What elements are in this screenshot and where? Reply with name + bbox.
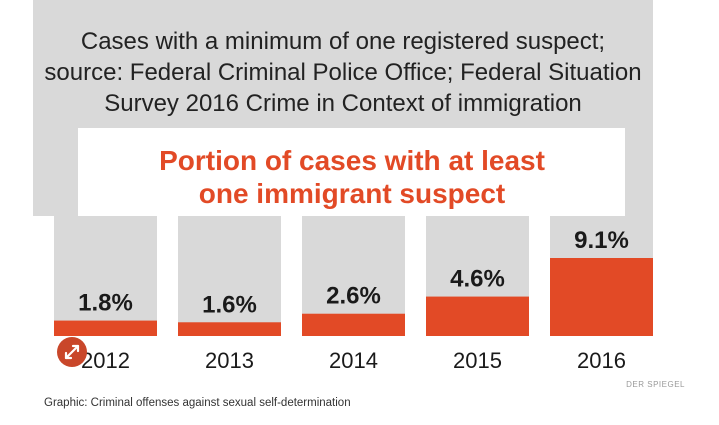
expand-arrows-icon[interactable]: [57, 337, 87, 367]
subtitle-line-3: Survey 2016 Crime in Context of immigrat…: [104, 90, 582, 117]
bar-2015: [426, 296, 529, 336]
bar-2016: [550, 258, 653, 336]
chart-title-line-2: one immigrant suspect: [199, 178, 506, 209]
bar-panel-2012: [54, 216, 157, 336]
bars-layer: 1.8% 2012 1.6% 2013 2.6% 2014 4.6% 2015 9.1% 2016: [54, 216, 653, 373]
credit: DER SPIEGEL: [626, 380, 685, 389]
bar-2014: [302, 313, 405, 336]
value-label-2015: 4.6%: [450, 266, 505, 293]
x-tick-label-2016: 2016: [577, 348, 626, 373]
value-label-2014: 2.6%: [326, 283, 381, 310]
bar-2013: [178, 322, 281, 336]
value-label-2013: 1.6%: [202, 291, 257, 318]
header-side-left: [33, 128, 78, 216]
caption: Graphic: Criminal offenses against sexua…: [44, 397, 351, 409]
x-tick-label-2015: 2015: [453, 348, 502, 373]
x-tick-label-2012: 2012: [81, 348, 130, 373]
bar-panel-2013: [178, 216, 281, 336]
subtitle-line-1: Cases with a minimum of one registered s…: [81, 28, 605, 55]
value-label-2016: 9.1%: [574, 227, 629, 254]
chart-title-line-1: Portion of cases with at least: [159, 145, 545, 176]
value-label-2012: 1.8%: [78, 290, 133, 317]
header-side-right: [625, 128, 653, 216]
x-tick-label-2014: 2014: [329, 348, 378, 373]
x-tick-label-2013: 2013: [205, 348, 254, 373]
bar-2012: [54, 320, 157, 336]
header-panel: [33, 0, 653, 128]
subtitle-line-2: source: Federal Criminal Police Office; …: [44, 59, 641, 86]
